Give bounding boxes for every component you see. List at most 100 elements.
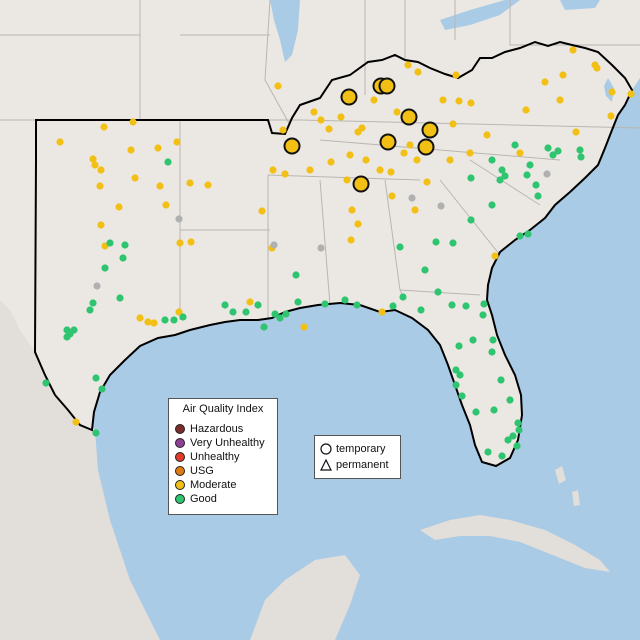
good-permanent-marker[interactable]: [98, 385, 106, 393]
good-permanent-marker[interactable]: [294, 298, 302, 306]
good-permanent-marker[interactable]: [509, 432, 517, 440]
moderate-permanent-marker[interactable]: [156, 182, 164, 190]
no-data-marker[interactable]: [175, 215, 183, 223]
moderate-permanent-marker[interactable]: [348, 206, 356, 214]
good-permanent-marker[interactable]: [504, 436, 512, 444]
moderate-permanent-marker[interactable]: [187, 238, 195, 246]
good-permanent-marker[interactable]: [479, 311, 487, 319]
moderate-permanent-marker[interactable]: [204, 181, 212, 189]
good-permanent-marker[interactable]: [421, 266, 429, 274]
good-permanent-marker[interactable]: [549, 151, 557, 159]
good-permanent-marker[interactable]: [544, 144, 552, 152]
good-permanent-marker[interactable]: [432, 238, 440, 246]
good-permanent-marker[interactable]: [513, 442, 521, 450]
good-permanent-marker[interactable]: [448, 301, 456, 309]
no-data-marker[interactable]: [93, 282, 101, 290]
good-permanent-marker[interactable]: [63, 333, 71, 341]
good-permanent-marker[interactable]: [417, 306, 425, 314]
moderate-permanent-marker[interactable]: [354, 220, 362, 228]
good-permanent-marker[interactable]: [70, 326, 78, 334]
good-permanent-marker[interactable]: [89, 299, 97, 307]
moderate-temporary-marker[interactable]: [352, 175, 370, 193]
moderate-permanent-marker[interactable]: [516, 149, 524, 157]
moderate-permanent-marker[interactable]: [97, 221, 105, 229]
good-permanent-marker[interactable]: [554, 147, 562, 155]
good-permanent-marker[interactable]: [116, 294, 124, 302]
moderate-permanent-marker[interactable]: [362, 156, 370, 164]
moderate-permanent-marker[interactable]: [246, 298, 254, 306]
good-permanent-marker[interactable]: [480, 300, 488, 308]
good-permanent-marker[interactable]: [106, 239, 114, 247]
moderate-permanent-marker[interactable]: [423, 178, 431, 186]
moderate-permanent-marker[interactable]: [452, 71, 460, 79]
good-permanent-marker[interactable]: [449, 239, 457, 247]
good-permanent-marker[interactable]: [282, 310, 290, 318]
good-permanent-marker[interactable]: [399, 293, 407, 301]
moderate-permanent-marker[interactable]: [446, 156, 454, 164]
moderate-permanent-marker[interactable]: [56, 138, 64, 146]
moderate-permanent-marker[interactable]: [127, 146, 135, 154]
good-permanent-marker[interactable]: [472, 408, 480, 416]
good-permanent-marker[interactable]: [452, 381, 460, 389]
moderate-permanent-marker[interactable]: [72, 418, 80, 426]
no-data-marker[interactable]: [437, 202, 445, 210]
good-permanent-marker[interactable]: [101, 264, 109, 272]
good-permanent-marker[interactable]: [260, 323, 268, 331]
good-permanent-marker[interactable]: [501, 172, 509, 180]
moderate-permanent-marker[interactable]: [387, 168, 395, 176]
good-permanent-marker[interactable]: [576, 146, 584, 154]
good-permanent-marker[interactable]: [119, 254, 127, 262]
good-permanent-marker[interactable]: [434, 288, 442, 296]
moderate-permanent-marker[interactable]: [413, 156, 421, 164]
moderate-permanent-marker[interactable]: [310, 108, 318, 116]
moderate-permanent-marker[interactable]: [346, 151, 354, 159]
good-permanent-marker[interactable]: [488, 201, 496, 209]
moderate-permanent-marker[interactable]: [129, 118, 137, 126]
good-permanent-marker[interactable]: [179, 313, 187, 321]
moderate-permanent-marker[interactable]: [279, 126, 287, 134]
good-permanent-marker[interactable]: [229, 308, 237, 316]
good-permanent-marker[interactable]: [121, 241, 129, 249]
moderate-permanent-marker[interactable]: [376, 166, 384, 174]
good-permanent-marker[interactable]: [353, 301, 361, 309]
good-permanent-marker[interactable]: [514, 419, 522, 427]
good-permanent-marker[interactable]: [242, 308, 250, 316]
moderate-permanent-marker[interactable]: [96, 182, 104, 190]
good-permanent-marker[interactable]: [577, 153, 585, 161]
good-permanent-marker[interactable]: [92, 374, 100, 382]
moderate-permanent-marker[interactable]: [91, 161, 99, 169]
good-permanent-marker[interactable]: [389, 302, 397, 310]
moderate-temporary-marker[interactable]: [283, 137, 301, 155]
good-permanent-marker[interactable]: [526, 161, 534, 169]
good-permanent-marker[interactable]: [534, 192, 542, 200]
good-permanent-marker[interactable]: [321, 300, 329, 308]
moderate-permanent-marker[interactable]: [300, 323, 308, 331]
good-permanent-marker[interactable]: [86, 306, 94, 314]
good-permanent-marker[interactable]: [497, 376, 505, 384]
moderate-temporary-marker[interactable]: [417, 138, 435, 156]
moderate-permanent-marker[interactable]: [269, 166, 277, 174]
good-permanent-marker[interactable]: [170, 316, 178, 324]
good-permanent-marker[interactable]: [452, 366, 460, 374]
good-permanent-marker[interactable]: [484, 448, 492, 456]
moderate-permanent-marker[interactable]: [136, 314, 144, 322]
good-permanent-marker[interactable]: [532, 181, 540, 189]
good-permanent-marker[interactable]: [496, 176, 504, 184]
good-permanent-marker[interactable]: [506, 396, 514, 404]
good-permanent-marker[interactable]: [488, 348, 496, 356]
moderate-permanent-marker[interactable]: [115, 203, 123, 211]
moderate-permanent-marker[interactable]: [406, 141, 414, 149]
moderate-temporary-marker[interactable]: [379, 133, 397, 151]
moderate-permanent-marker[interactable]: [439, 96, 447, 104]
moderate-permanent-marker[interactable]: [541, 78, 549, 86]
moderate-permanent-marker[interactable]: [162, 201, 170, 209]
moderate-permanent-marker[interactable]: [343, 176, 351, 184]
moderate-permanent-marker[interactable]: [455, 97, 463, 105]
moderate-permanent-marker[interactable]: [281, 170, 289, 178]
moderate-permanent-marker[interactable]: [388, 192, 396, 200]
good-permanent-marker[interactable]: [462, 302, 470, 310]
moderate-temporary-marker[interactable]: [340, 88, 358, 106]
moderate-permanent-marker[interactable]: [100, 123, 108, 131]
moderate-permanent-marker[interactable]: [89, 155, 97, 163]
moderate-permanent-marker[interactable]: [97, 166, 105, 174]
